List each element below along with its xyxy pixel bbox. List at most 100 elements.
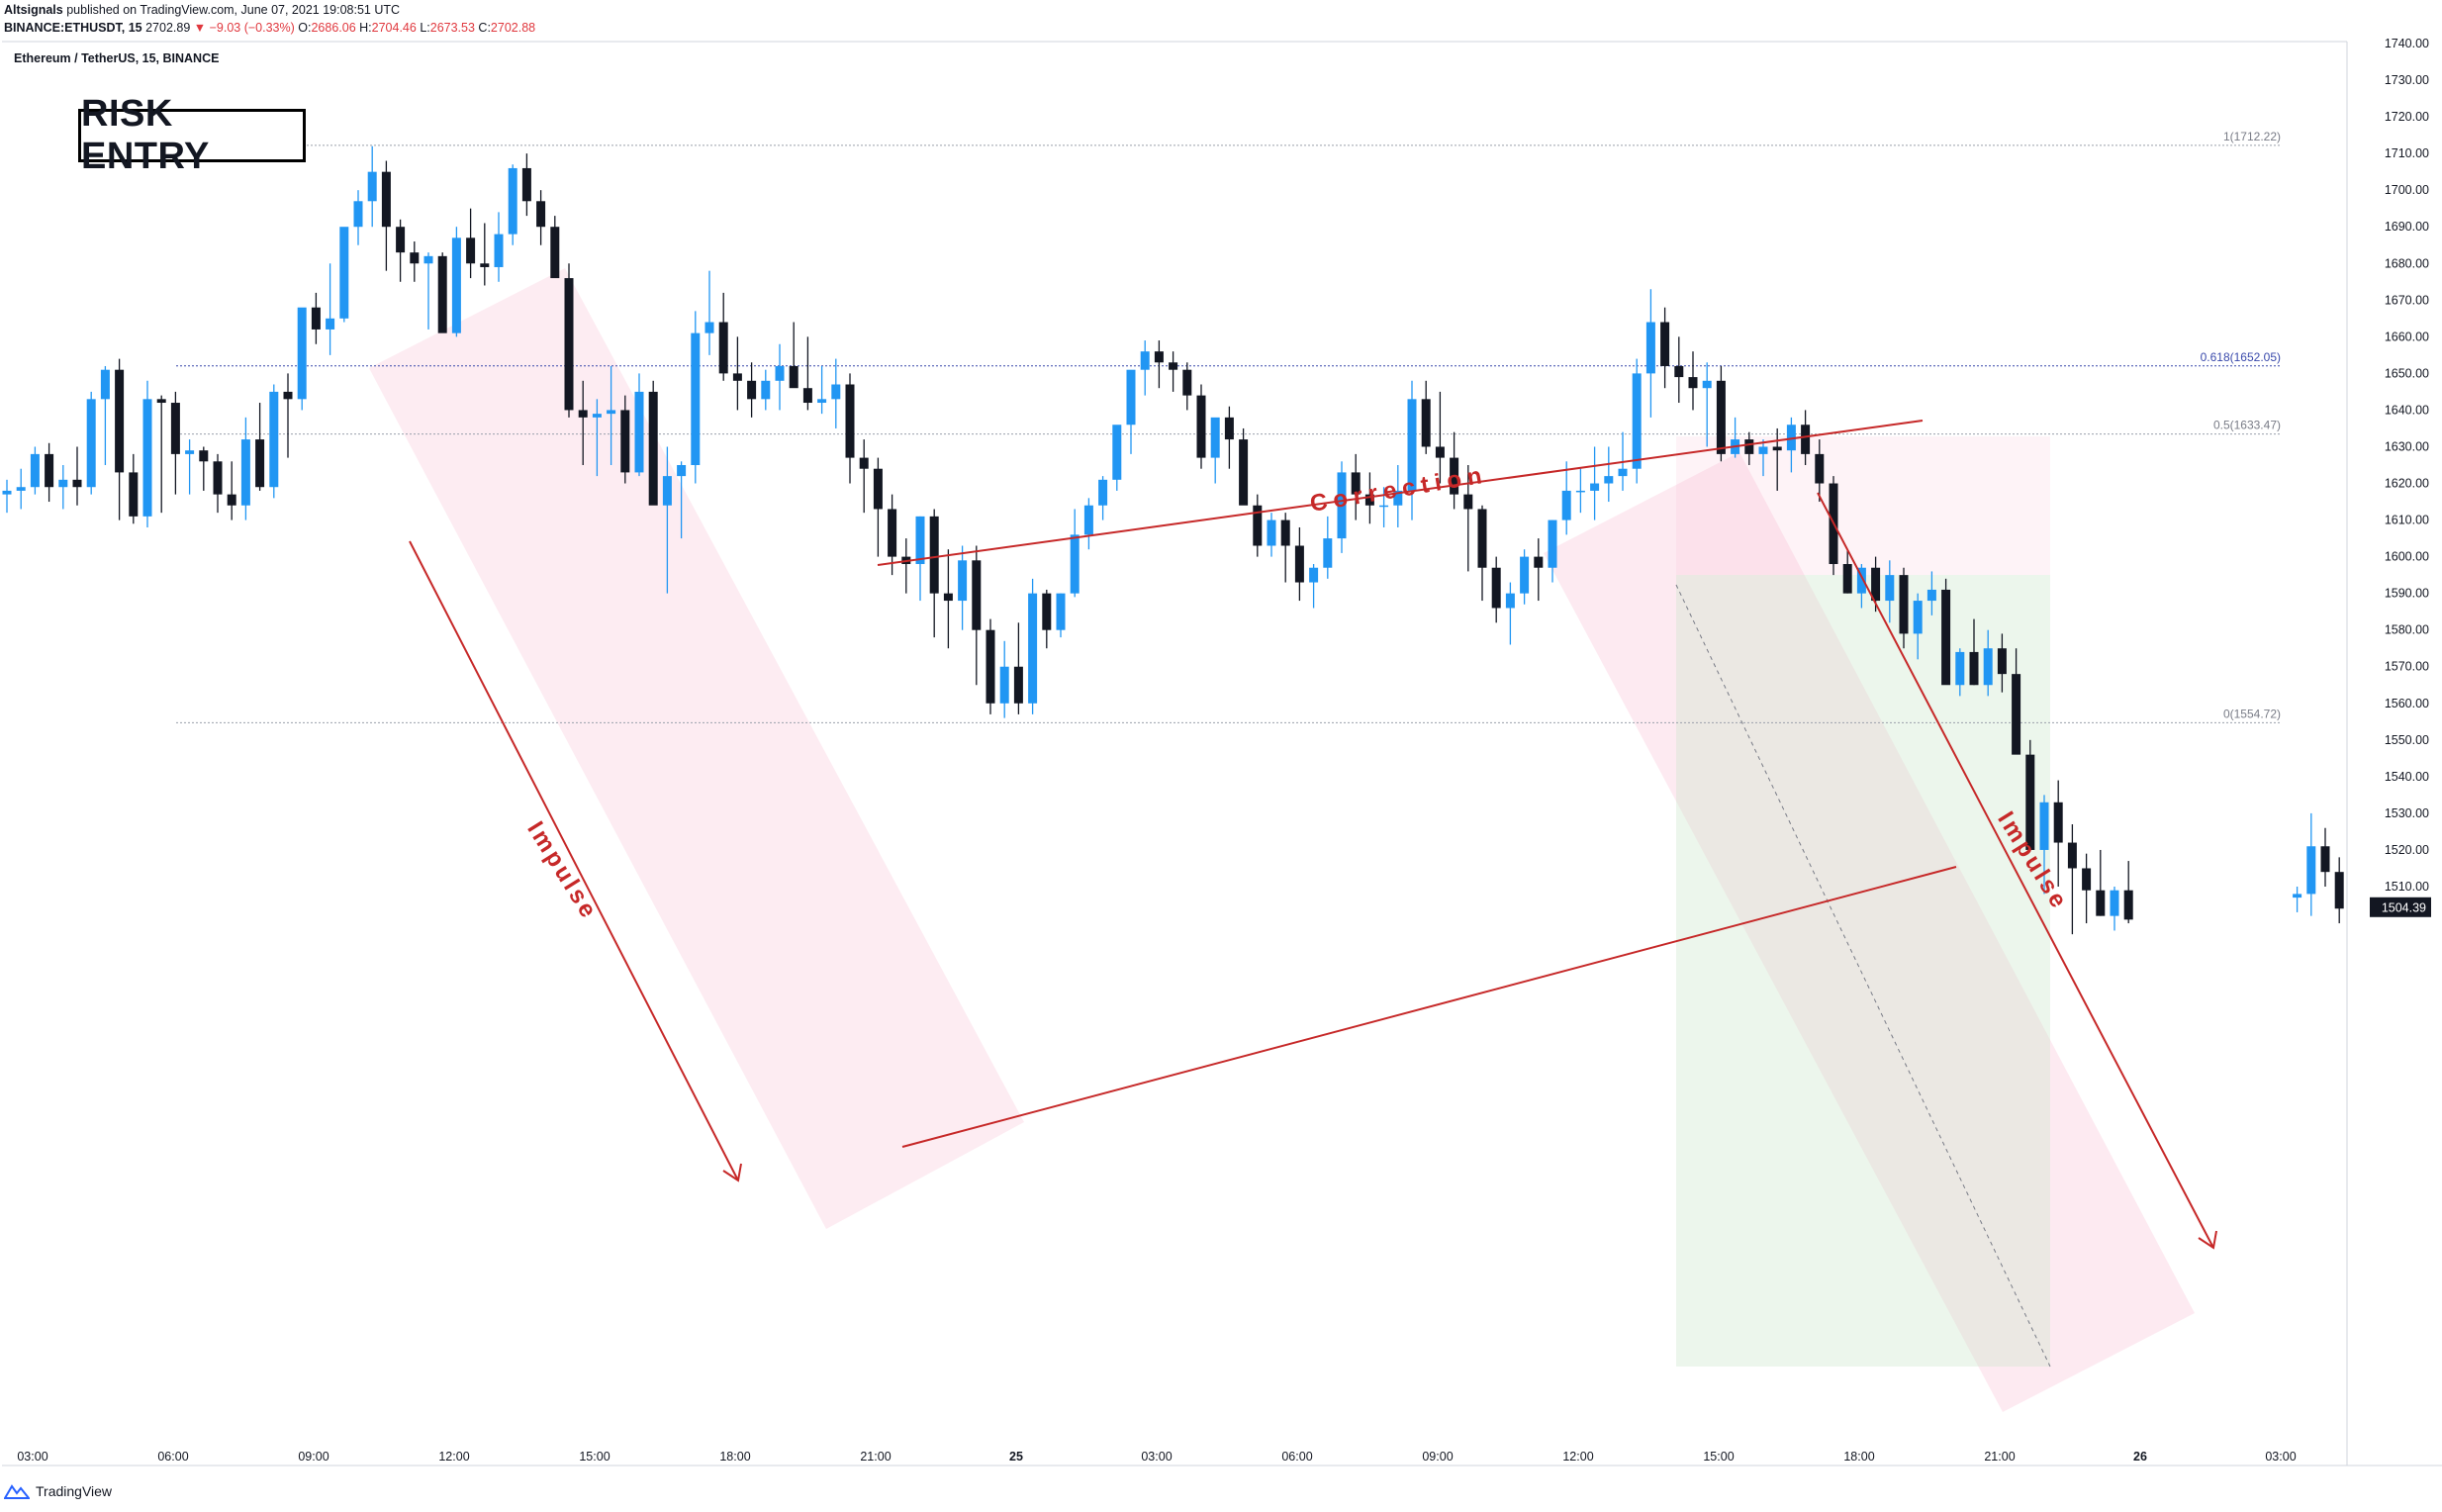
candle-body [972,560,982,630]
price-tick-label: 1660.00 [2385,330,2429,343]
candle-body [1421,399,1431,447]
candle-body [1632,373,1642,469]
price-tick-label: 1740.00 [2385,39,2429,50]
candle-body [1758,446,1768,454]
candle-body [480,263,490,267]
fib-layer: 1(1712.22) 0.618(1652.05) 0.5(1633.47) 0(15… [176,130,2281,723]
fib-level-label: 1(1712.22) [2223,130,2281,143]
candle-body [943,593,953,602]
tradingview-footer[interactable]: TradingView [4,1482,112,1500]
candle-body [1126,369,1136,425]
time-tick-label: 18:00 [719,1450,750,1464]
candle-body [999,666,1009,704]
candle-body [1618,468,1628,477]
candle-body [353,201,363,228]
candle-body [1604,476,1614,484]
candle-body [1955,651,1965,686]
candles-layer [2,145,2344,935]
candle-body [2096,890,2106,916]
symbol: BINANCE:ETHUSDT, 15 [4,21,142,35]
impulse-arrow-left [409,540,739,1181]
candle-body [1786,425,1796,451]
time-tick-label: 15:00 [1703,1450,1734,1464]
candle-body [1913,601,1923,634]
candle-body [2053,802,2063,843]
candle-body [1702,380,1712,389]
price-chart[interactable]: 1(1712.22) 0.618(1652.05) 0.5(1633.47) 0(15… [0,39,2442,1468]
time-tick-label: 12:00 [1562,1450,1593,1464]
candle-body [423,255,433,264]
candle-body [620,410,630,473]
candle-body [592,414,602,418]
time-tick-label: 09:00 [1422,1450,1453,1464]
candle-body [451,237,461,333]
price-tick-label: 1540.00 [2385,770,2429,784]
candle-body [30,453,40,488]
candle-body [199,450,209,462]
time-tick-label: 03:00 [1141,1450,1172,1464]
candle-body [1674,365,1684,378]
low-label: L: [420,21,430,35]
candle-body [156,399,166,404]
candle-body [958,560,968,602]
candle-body [170,403,180,454]
time-tick-label: 18:00 [1843,1450,1874,1464]
time-tick-label: 03:00 [17,1450,47,1464]
candle-body [732,373,742,381]
take-profit-zone [1676,575,2050,1367]
candle-body [45,453,54,488]
candle-body [1294,545,1304,583]
candle-body [662,476,672,506]
price-tick-label: 1610.00 [2385,514,2429,527]
impulse-arrow-left-head [722,1163,742,1182]
candle-body [1772,446,1782,451]
candle-body [704,322,714,333]
candle-body [1969,651,1979,686]
candle-body [2320,846,2330,873]
candle-body [1393,490,1403,506]
candle-body [1716,380,1726,454]
correction-upper-line [877,420,1924,566]
candle-body [2067,842,2077,869]
candle-body [1337,472,1347,539]
candle-body [240,439,250,506]
time-tick-label: 09:00 [298,1450,329,1464]
candle-body [381,171,391,228]
candle-body [466,237,476,264]
zones-layer [369,268,2195,1412]
candle-body [775,365,785,381]
fib-level-label: 0.5(1633.47) [2213,419,2281,432]
price-tick-label: 1510.00 [2385,880,2429,894]
price-tick-label: 1630.00 [2385,439,2429,453]
candle-body [58,479,68,488]
price-tick-label: 1580.00 [2385,623,2429,637]
candle-body [1983,648,1993,686]
price-tick-label: 1620.00 [2385,477,2429,491]
candle-body [1098,479,1108,506]
candle-body [2123,890,2133,920]
candle-body [888,509,897,557]
candle-body [648,391,658,506]
candle-body [1070,534,1080,594]
candle-body [2334,872,2344,909]
candle-body [1926,589,1936,602]
candle-body [1083,505,1093,535]
candle-body [185,450,195,454]
candle-body [1435,446,1445,458]
current-price-value: 1504.39 [2382,900,2426,914]
candle-body [339,227,349,319]
candle-body [1505,593,1515,609]
candle-body [1885,575,1895,602]
price-tick-label: 1560.00 [2385,697,2429,710]
price-tick-label: 1680.00 [2385,256,2429,270]
candle-body [1351,472,1361,495]
candle-body [1561,490,1571,520]
candle-body [1856,567,1866,594]
time-tick-label: 12:00 [438,1450,469,1464]
time-tick-label: 21:00 [1984,1450,2015,1464]
candle-body [142,399,152,517]
candle-body [129,472,139,517]
candle-body [1491,567,1501,609]
publisher-name[interactable]: Altsignals [4,3,63,17]
candle-body [1323,538,1333,568]
